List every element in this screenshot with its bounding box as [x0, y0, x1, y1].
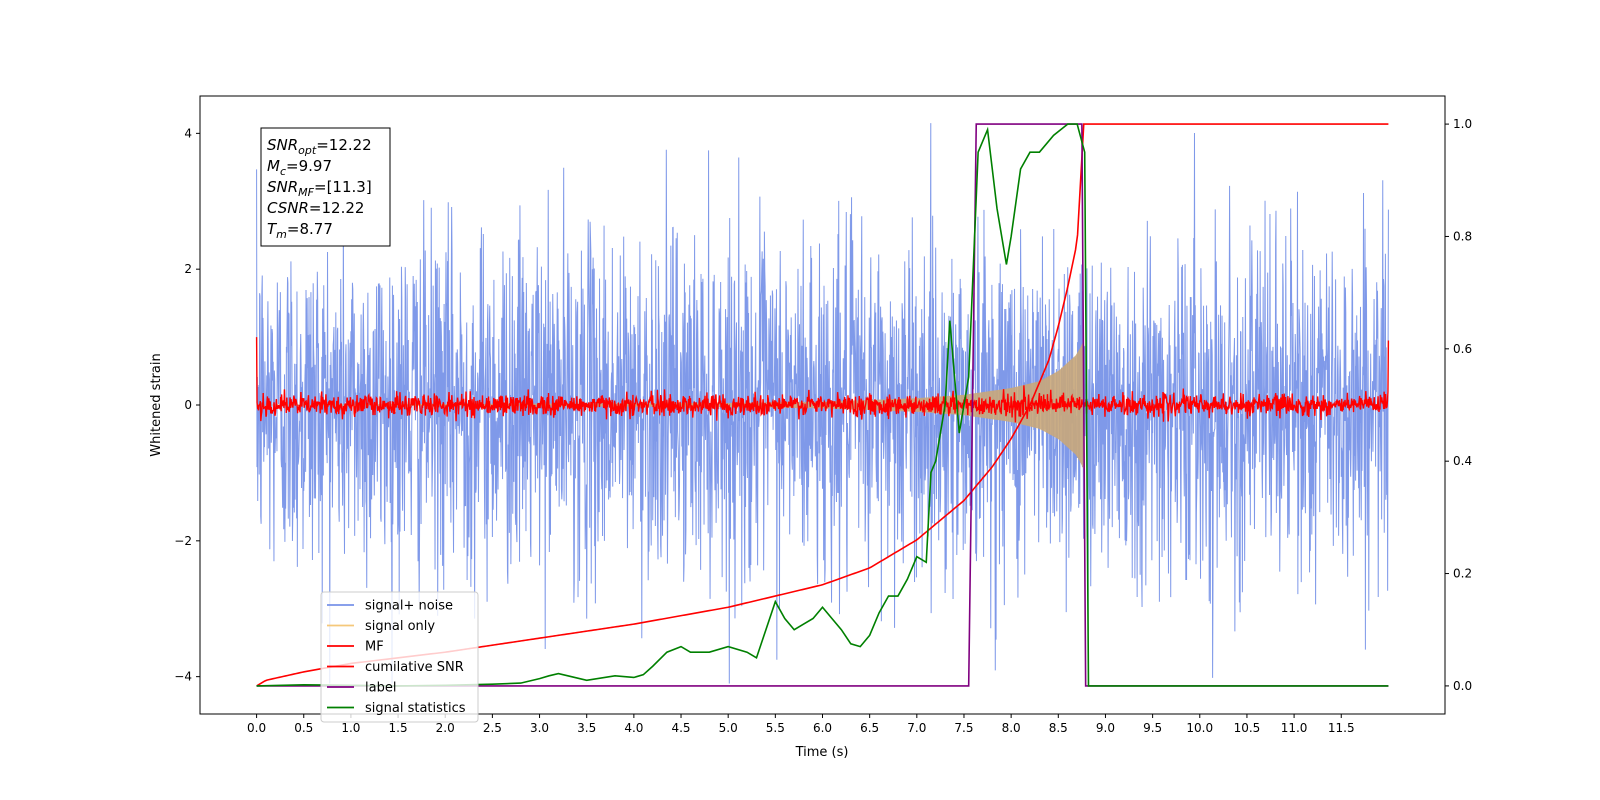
x-tick-label: 0.0	[247, 721, 266, 735]
y-tick-label: −4	[174, 670, 192, 684]
legend-label: signal+ noise	[365, 599, 453, 614]
y-tick-label: 0	[184, 398, 192, 412]
annotation-line: Tm=8.77	[267, 220, 333, 241]
x-tick-label: 10.0	[1186, 721, 1213, 735]
x-tick-label: 5.5	[766, 721, 785, 735]
y-tick-label: 2	[184, 262, 192, 276]
y2-tick-label: 1.0	[1453, 117, 1472, 131]
x-tick-label: 10.5	[1234, 721, 1261, 735]
x-tick-label: 6.0	[813, 721, 832, 735]
x-tick-label: 9.5	[1143, 721, 1162, 735]
series-mf	[255, 337, 1390, 423]
x-tick-label: 4.5	[671, 721, 690, 735]
x-tick-label: 3.0	[530, 721, 549, 735]
x-tick-label: 2.0	[436, 721, 455, 735]
series-signal-noise	[256, 123, 1389, 684]
x-tick-label: 4.0	[624, 721, 643, 735]
y2-tick-label: 0.0	[1453, 679, 1472, 693]
x-tick-label: 5.0	[719, 721, 738, 735]
legend-label: label	[365, 681, 396, 696]
y2-axis-ticks: 0.0 0.2 0.4 0.6 0.8 1.0	[1445, 117, 1472, 693]
x-tick-label: 7.5	[954, 721, 973, 735]
legend: signal+ noise signal only MF cumilative SNR…	[320, 591, 479, 723]
annotation-line: CSNR=12.22	[267, 199, 364, 217]
x-tick-label: 0.5	[294, 721, 313, 735]
annotation-line: SNRopt=12.22	[267, 136, 372, 157]
annotation-line: SNRMF=[11.3]	[267, 178, 372, 199]
y2-tick-label: 0.4	[1453, 454, 1472, 468]
y2-tick-label: 0.8	[1453, 229, 1472, 243]
x-tick-label: 2.5	[483, 721, 502, 735]
legend-label: cumilative SNR	[365, 660, 464, 675]
legend-label: signal only	[365, 619, 435, 634]
annotation-line: Mc=9.97	[267, 157, 332, 178]
legend-label: MF	[365, 640, 384, 655]
x-tick-label: 8.5	[1049, 721, 1068, 735]
y2-tick-label: 0.2	[1453, 567, 1472, 581]
x-tick-label: 8.0	[1002, 721, 1021, 735]
legend-label: signal statistics	[365, 701, 466, 716]
legend-frame	[320, 591, 479, 723]
x-tick-label: 11.0	[1281, 721, 1308, 735]
x-tick-label: 11.5	[1328, 721, 1355, 735]
series-signal-statistics	[256, 123, 1389, 687]
x-tick-label: 7.0	[907, 721, 926, 735]
annotation-box: SNRopt=12.22Mc=9.97SNRMF=[11.3]CSNR=12.2…	[260, 127, 391, 247]
x-tick-label: 1.5	[389, 721, 408, 735]
y2-tick-label: 0.6	[1453, 342, 1472, 356]
x-tick-label: 9.0	[1096, 721, 1115, 735]
y-axis-ticks: −4 −2 0 2 4	[174, 126, 200, 684]
y-axis-label: Whitened strain	[149, 353, 164, 456]
x-tick-label: 6.5	[860, 721, 879, 735]
x-axis-label: Time (s)	[795, 745, 849, 760]
y-tick-label: −2	[174, 534, 192, 548]
y-tick-label: 4	[184, 126, 192, 140]
x-tick-label: 1.0	[341, 721, 360, 735]
x-axis-ticks: 0.0 0.5 1.0 1.5 2.0 2.5 3.0 3.5 4.0 4.5 5.0 5.5 6.0 6…	[247, 714, 1355, 735]
annotation-frame	[260, 127, 391, 247]
x-tick-label: 3.5	[577, 721, 596, 735]
